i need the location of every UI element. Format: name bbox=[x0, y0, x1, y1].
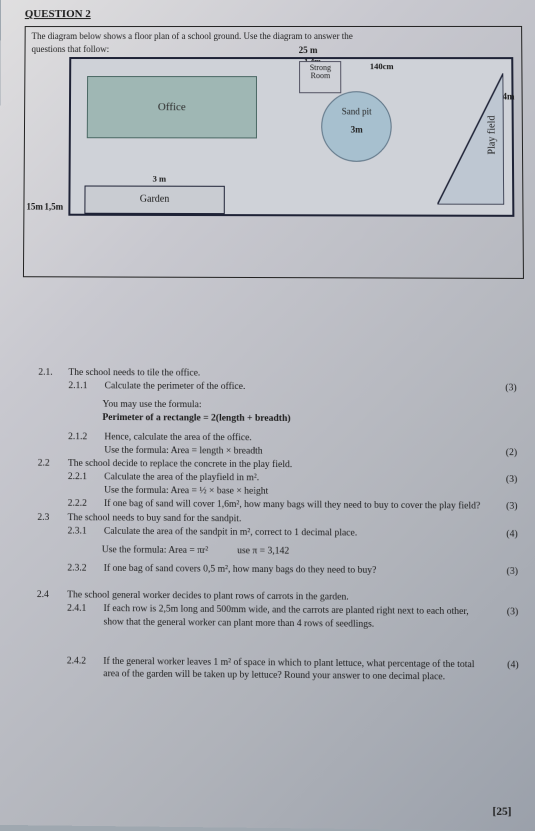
dim-15m: 15m bbox=[26, 201, 43, 211]
diagram-caption-1: The diagram below shows a floor plan of … bbox=[32, 31, 516, 42]
office-rect: Office bbox=[87, 76, 257, 138]
qnum-2-2-2: 2.2.2 bbox=[68, 498, 104, 511]
dim-140cm: 140cm bbox=[370, 61, 394, 71]
qnum-2-3: 2.3 bbox=[37, 511, 67, 524]
garden-rect: Garden bbox=[84, 185, 224, 214]
q242-marks: (4) bbox=[490, 659, 519, 685]
q241-text: If each row is 2,5m long and 500mm wide,… bbox=[103, 603, 489, 631]
sandpit-diameter: 3m bbox=[322, 124, 390, 134]
q211-hint1: You may use the formula: bbox=[102, 399, 201, 412]
exam-page: QUESTION 2 The diagram below shows a flo… bbox=[0, 0, 535, 831]
q211-hint2: Perimeter of a rectangle = 2(length + br… bbox=[102, 412, 290, 425]
qnum-2-2-1: 2.2.1 bbox=[68, 471, 104, 484]
qnum-2-1-1: 2.1.1 bbox=[68, 380, 104, 393]
garden-label: Garden bbox=[140, 194, 170, 205]
office-label: Office bbox=[158, 101, 186, 113]
q241-marks: (3) bbox=[490, 606, 519, 632]
q232-marks: (3) bbox=[489, 565, 518, 578]
dim-3m: 3 m bbox=[153, 173, 167, 183]
qnum-2-4-1: 2.4.1 bbox=[67, 603, 104, 628]
dim-4m: 4m bbox=[502, 91, 514, 101]
q221-marks: (3) bbox=[489, 474, 518, 487]
qnum-2-1: 2.1. bbox=[38, 367, 68, 380]
qnum-2-3-1: 2.3.1 bbox=[68, 525, 104, 538]
question-body: 2.1. The school needs to tile the office… bbox=[20, 367, 527, 685]
sandpit-circle: Sand pit 3m bbox=[321, 91, 392, 162]
q231-hint: Use the formula: Area = πr² use π = 3,14… bbox=[102, 544, 289, 558]
q221-text: Calculate the area of the playfield in m… bbox=[104, 471, 489, 486]
q222-marks: (3) bbox=[489, 501, 518, 514]
diagram-box: The diagram below shows a floor plan of … bbox=[23, 26, 524, 279]
strong-room: Strong Room bbox=[299, 61, 341, 93]
dim-25m: 25 m bbox=[299, 45, 318, 55]
diagram-caption-2: questions that follow: bbox=[31, 44, 515, 55]
sandpit-label: Sand pit bbox=[342, 106, 372, 116]
qnum-2-3-2: 2.3.2 bbox=[67, 562, 103, 575]
total-marks: [25] bbox=[492, 805, 511, 818]
q222-text: If one bag of sand will cover 1,6m², how… bbox=[104, 498, 489, 513]
qnum-2-4-2: 2.4.2 bbox=[67, 655, 104, 681]
q212-hint: Use the formula: Area = length × breadth bbox=[104, 444, 488, 459]
playfield-triangle: Play field bbox=[437, 73, 504, 204]
playfield-label: Play field bbox=[486, 115, 497, 154]
strong-room-label: Strong Room bbox=[310, 63, 331, 81]
qnum-2-2: 2.2 bbox=[38, 457, 68, 470]
q211-marks: (3) bbox=[488, 382, 517, 395]
q231-marks: (4) bbox=[489, 528, 518, 541]
floor-plan: 25 m 1,4m 140cm 4m Strong Room Office 3 … bbox=[68, 57, 514, 217]
qnum-2-4: 2.4 bbox=[37, 589, 67, 602]
question-heading: QUESTION 2 bbox=[25, 8, 522, 20]
q212-marks: (2) bbox=[488, 447, 517, 460]
qnum-2-1-2: 2.1.2 bbox=[68, 431, 104, 444]
q21-text: The school needs to tile the office. bbox=[68, 367, 516, 382]
q242-text: If the general worker leaves 1 m² of spa… bbox=[103, 655, 490, 684]
q211-text: Calculate the perimeter of the office. bbox=[105, 380, 489, 394]
dim-1-5m: 1,5m bbox=[44, 202, 63, 212]
office-wrap: Office bbox=[79, 73, 269, 172]
q212-text: Hence, calculate the area of the office. bbox=[104, 431, 488, 446]
